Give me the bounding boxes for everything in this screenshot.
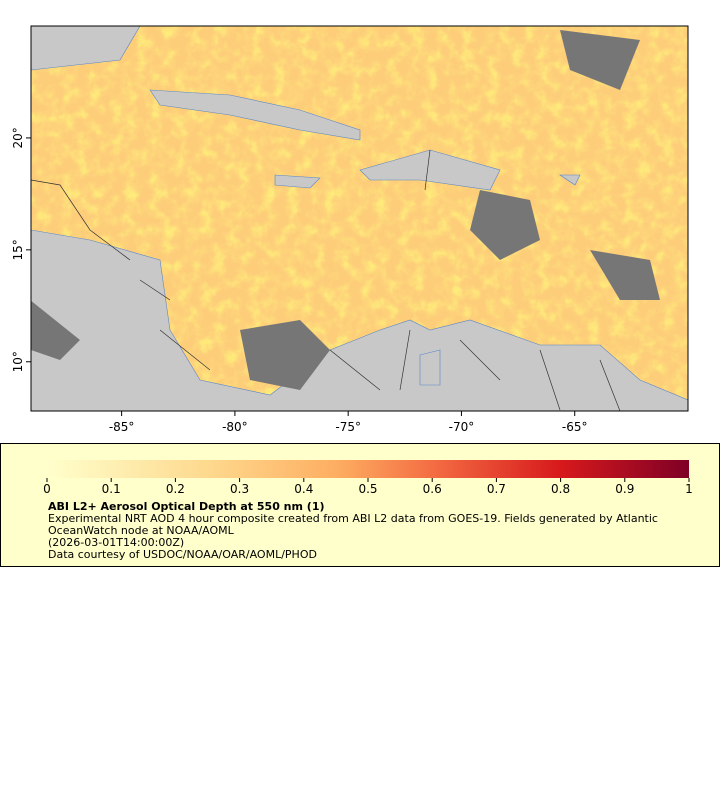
x-tick-label: -75° — [335, 420, 361, 434]
map-frame — [30, 25, 689, 412]
colorbar-tick-label: 0.6 — [423, 482, 442, 496]
legend-line: Data courtesy of USDOC/NOAA/OAR/AOML/PHO… — [48, 548, 317, 561]
colorbar — [47, 460, 689, 478]
colorbar-tick-label: 0.5 — [358, 482, 377, 496]
colorbar-tick-label: 0.7 — [487, 482, 506, 496]
x-tick-label: -85° — [109, 420, 135, 434]
colorbar-tick-label: 0.1 — [102, 482, 121, 496]
colorbar-tick-label: 0.8 — [551, 482, 570, 496]
legend-title: ABI L2+ Aerosol Optical Depth at 550 nm … — [48, 500, 325, 513]
colorbar-tick-label: 0.3 — [230, 482, 249, 496]
legend-line: (2026-03-01T14:00:00Z) — [48, 536, 184, 549]
x-tick-label: -80° — [222, 420, 248, 434]
y-tick-label: 20° — [11, 127, 25, 148]
colorbar-tick-label: 0 — [43, 482, 51, 496]
colorbar-tick-label: 0.9 — [615, 482, 634, 496]
colorbar-tick-label: 0.4 — [294, 482, 313, 496]
legend-line: Experimental NRT AOD 4 hour composite cr… — [48, 512, 658, 525]
legend-line: OceanWatch node at NOAA/AOML — [48, 524, 235, 537]
x-tick-label: -65° — [562, 420, 588, 434]
colorbar-tick-label: 1 — [685, 482, 693, 496]
y-tick-label: 10° — [11, 351, 25, 372]
x-tick-label: -70° — [449, 420, 475, 434]
colorbar-tick-label: 0.2 — [166, 482, 185, 496]
map-area — [31, 26, 688, 411]
y-tick-label: 15° — [11, 239, 25, 260]
